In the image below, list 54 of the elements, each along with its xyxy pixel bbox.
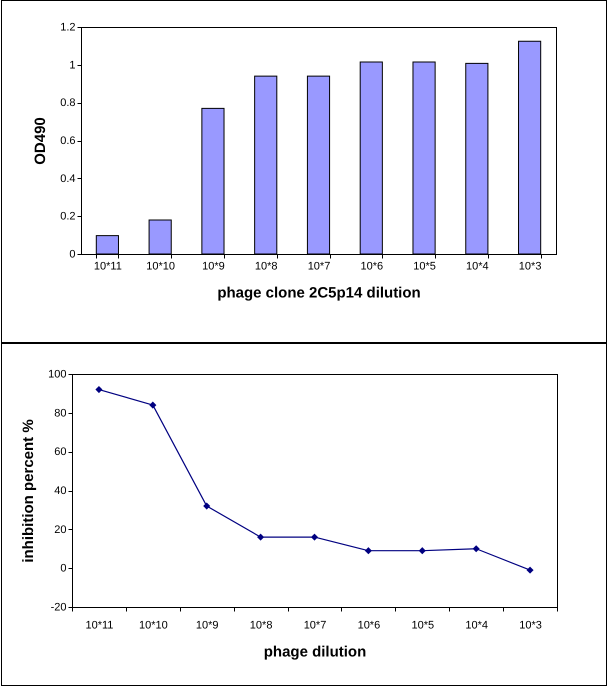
y-tick-label: 1.2: [60, 22, 76, 34]
point: [149, 402, 156, 409]
y-tick-label: 0.2: [60, 210, 76, 223]
x-tick-label: 10*10: [138, 620, 168, 632]
bar: [360, 61, 383, 254]
bar: [148, 219, 172, 254]
x-tick-label: 10*5: [413, 260, 436, 272]
point: [257, 534, 264, 541]
y-tick-label: -20: [50, 602, 66, 614]
x-tick-label: 10*9: [202, 260, 225, 272]
point: [310, 534, 318, 541]
y-tick-label: 0.6: [60, 135, 76, 147]
y-tick-label: 0: [60, 562, 66, 575]
y-tick-label: 20: [54, 524, 66, 536]
bar: [96, 235, 119, 254]
x-tick-label: 10*5: [411, 620, 434, 632]
x-axis-title: phage clone 2C5p14 dilution: [217, 284, 421, 302]
x-tick-label: 10*6: [360, 260, 384, 272]
point: [95, 386, 102, 394]
y-axis-title: OD490: [32, 117, 50, 165]
point: [418, 547, 426, 554]
y-tick-label: 80: [54, 407, 66, 420]
y-tick-label: 40: [54, 485, 66, 497]
x-tick-label: 10*8: [254, 260, 278, 272]
y-axis-title: inhibition percent %: [20, 419, 38, 563]
bar: [465, 62, 488, 254]
point: [526, 566, 534, 574]
y-tick-label: 60: [54, 446, 66, 458]
x-tick-label: 10*8: [250, 620, 272, 632]
bar: [254, 76, 278, 254]
bar: [201, 108, 225, 254]
x-tick-label: 10*11: [85, 620, 114, 632]
bar: [412, 61, 436, 254]
y-tick-label: 0: [69, 248, 76, 260]
x-tick-label: 10*7: [304, 620, 326, 632]
x-tick-label: 10*6: [358, 620, 380, 632]
x-tick-label: 10*11: [94, 260, 122, 272]
x-axis-title: phage dilution: [264, 644, 366, 660]
point: [203, 502, 210, 510]
bar: [306, 76, 330, 254]
y-tick-label: 0.8: [60, 97, 76, 110]
point: [364, 547, 372, 554]
x-tick-label: 10*3: [519, 620, 542, 632]
x-tick-label: 10*9: [196, 620, 219, 632]
point: [472, 545, 480, 552]
x-tick-label: 10*10: [146, 260, 176, 272]
x-tick-label: 10*7: [308, 260, 330, 272]
x-tick-label: 10*4: [466, 260, 489, 272]
bar: [518, 40, 542, 254]
y-tick-label: 1: [69, 59, 76, 72]
x-tick-label: 10*4: [465, 620, 488, 632]
x-tick-label: 10*3: [518, 260, 542, 272]
y-tick-label: 100: [48, 368, 66, 380]
y-tick-label: 0.4: [60, 172, 76, 185]
